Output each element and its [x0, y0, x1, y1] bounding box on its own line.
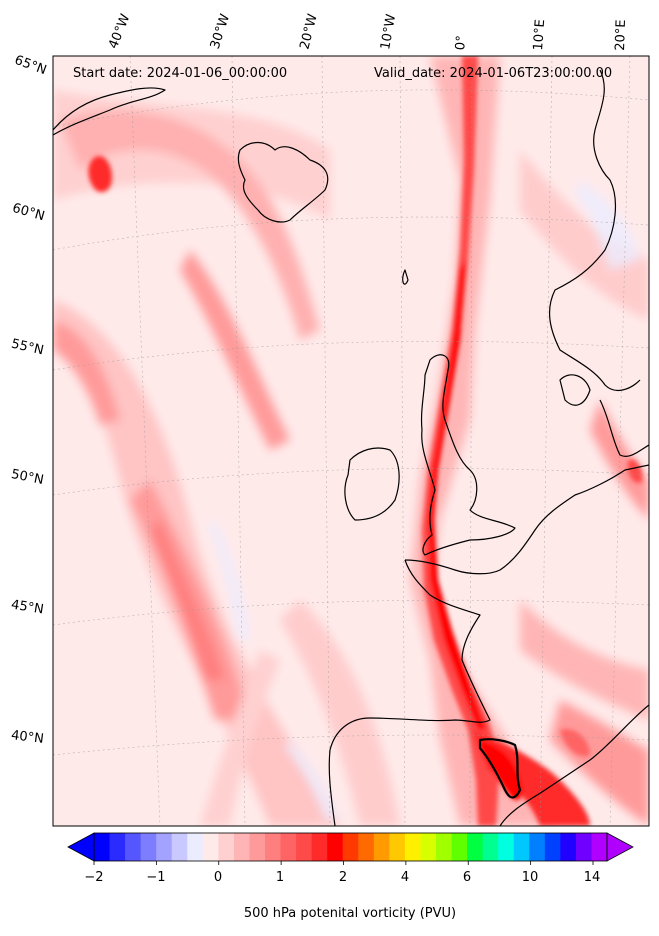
- colorbar-high-extension: [606, 832, 634, 862]
- colorbar-segment: [575, 833, 592, 861]
- colorbar: [67, 832, 634, 865]
- map-frame: [52, 55, 650, 827]
- colorbar-tick-label: 14: [583, 870, 601, 885]
- colorbar-segment: [233, 833, 250, 861]
- valid-date-label: Valid_date: 2024-01-06T23:00:00.00: [374, 66, 613, 81]
- colorbar-segment: [529, 833, 546, 861]
- colorbar-segment: [280, 833, 297, 861]
- colorbar-segment: [591, 833, 608, 861]
- lon-label-0: 0°: [453, 34, 470, 51]
- colorbar-low-extension: [67, 832, 95, 862]
- colorbar-segment: [389, 833, 406, 861]
- colorbar-title: 500 hPa potenital vorticity (PVU): [243, 906, 457, 921]
- colorbar-segment: [125, 833, 142, 861]
- colorbar-segment: [218, 833, 235, 861]
- colorbar-tick-label: 10: [521, 870, 539, 885]
- colorbar-segment: [140, 833, 157, 861]
- colorbar-segment: [560, 833, 577, 861]
- colorbar-segment: [342, 833, 359, 861]
- colorbar-tick-label: 2: [338, 870, 348, 885]
- colorbar-segment: [187, 833, 204, 861]
- colorbar-segment: [498, 833, 515, 861]
- lon-label-20e: 20°E: [613, 19, 630, 51]
- colorbar-tick-label: 0: [213, 870, 223, 885]
- pv-field: [53, 56, 649, 826]
- colorbar-segment: [467, 833, 484, 861]
- colorbar-segment: [109, 833, 126, 861]
- lon-label-10e: 10°E: [531, 18, 549, 51]
- colorbar-segment: [358, 833, 375, 861]
- colorbar-tick-label: 1: [275, 870, 285, 885]
- colorbar-segment: [373, 833, 390, 861]
- colorbar-segment: [451, 833, 468, 861]
- colorbar-segment: [420, 833, 437, 861]
- colorbar-segment: [311, 833, 328, 861]
- colorbar-segment: [544, 833, 561, 861]
- colorbar-segment: [482, 833, 499, 861]
- colorbar-segment: [156, 833, 173, 861]
- colorbar-tick-label: 6: [462, 870, 472, 885]
- colorbar-tick-label: 4: [400, 870, 410, 885]
- colorbar-segment: [94, 833, 111, 861]
- colorbar-segment: [513, 833, 530, 861]
- colorbar-segment: [296, 833, 313, 861]
- colorbar-frame: [93, 832, 608, 862]
- colorbar-segment: [265, 833, 282, 861]
- colorbar-tick-label: −1: [146, 870, 166, 885]
- colorbar-segment: [436, 833, 453, 861]
- start-date-label: Start date: 2024-01-06_00:00:00: [73, 66, 288, 81]
- colorbar-segment: [202, 833, 219, 861]
- colorbar-segment: [249, 833, 266, 861]
- colorbar-tick-label: −2: [84, 870, 104, 885]
- colorbar-segment: [327, 833, 344, 861]
- colorbar-segment: [171, 833, 188, 861]
- colorbar-segment: [404, 833, 421, 861]
